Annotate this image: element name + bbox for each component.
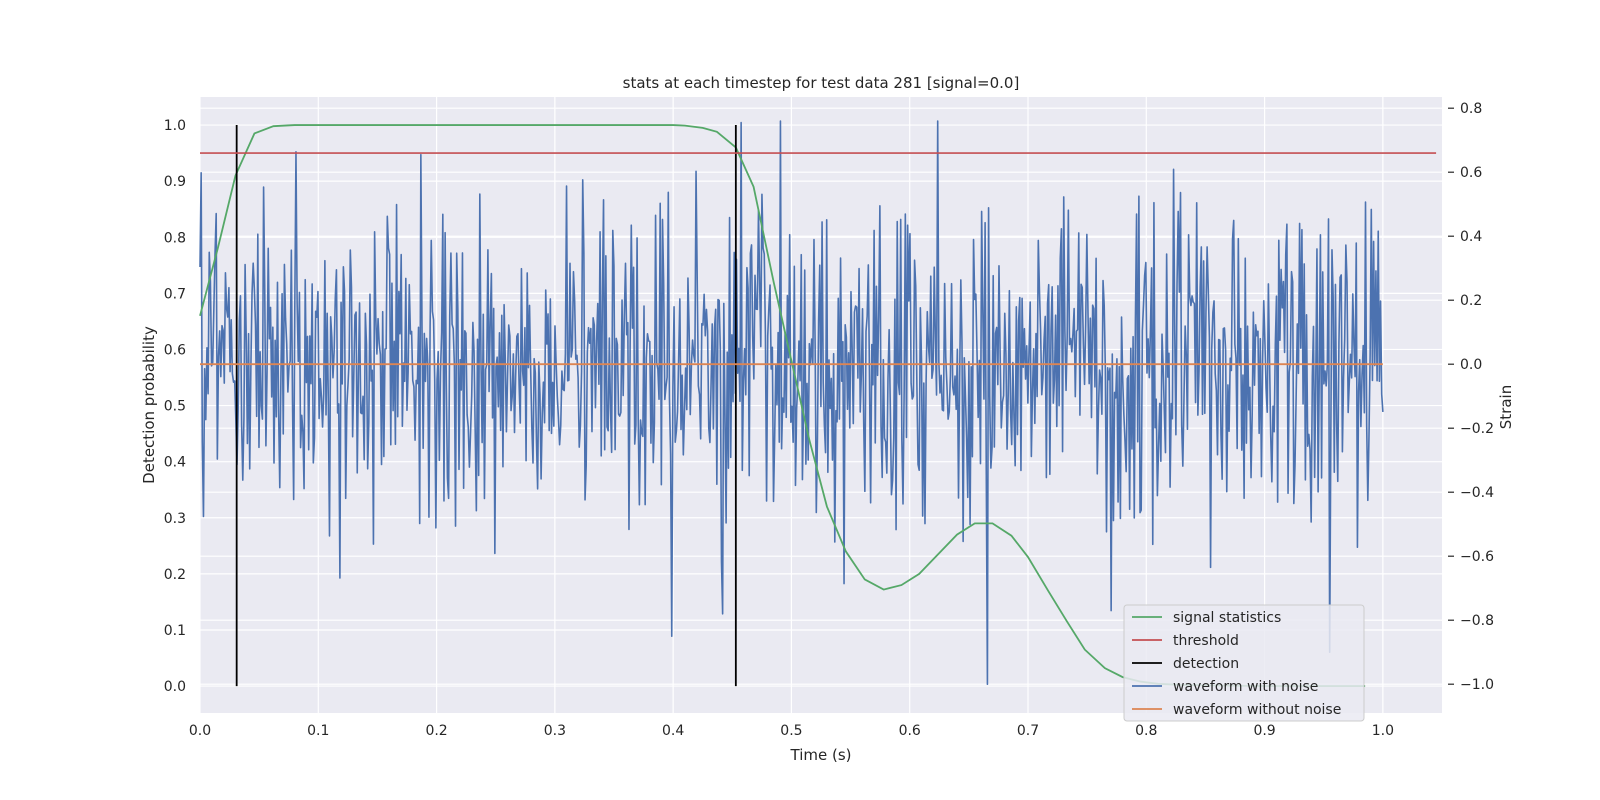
x-tick-label: 0.3 [544, 723, 566, 739]
x-tick-label: 0.5 [780, 723, 802, 739]
y-axis-left-label: Detection probability [140, 326, 158, 484]
y-right-tick-label: −0.4 [1460, 485, 1494, 501]
y-left-tick-label: 0.4 [164, 455, 186, 471]
chart-title: stats at each timestep for test data 281… [623, 74, 1020, 92]
series-waveform-with-noise [199, 120, 1384, 685]
y-axis-right-label: Strain [1497, 385, 1515, 429]
x-tick-label: 0.0 [189, 723, 211, 739]
y-right-tick-label: 0.6 [1460, 165, 1482, 181]
y-left-tick-label: 0.8 [164, 230, 186, 246]
legend-label: threshold [1173, 633, 1239, 649]
legend-label: waveform without noise [1173, 702, 1341, 718]
y-left-tick-label: 0.7 [164, 286, 186, 302]
x-tick-label: 1.0 [1372, 723, 1394, 739]
legend-item-detection: detection [1132, 656, 1239, 672]
x-tick-label: 0.2 [425, 723, 447, 739]
y-left-tick-label: 0.1 [164, 623, 186, 639]
y-right-tick-label: 0.0 [1460, 357, 1482, 373]
axes: 0.0 0.1 0.2 0.3 0.4 0.5 0.6 0.7 0.8 0.9 1.0 0.0 0.1 0… [164, 101, 1494, 739]
y-left-tick-label: 0.5 [164, 399, 186, 415]
y-left-tick-label: 0.9 [164, 174, 186, 190]
y-right-tick-label: −1.0 [1460, 677, 1494, 693]
x-tick-label: 0.4 [662, 723, 684, 739]
legend-label: waveform with noise [1173, 679, 1318, 695]
legend-item-waveform-with-noise: waveform with noise [1132, 679, 1318, 695]
legend-label: signal statistics [1173, 610, 1281, 626]
y-left-tick-label: 0.0 [164, 679, 186, 695]
y-right-tick-label: 0.4 [1460, 229, 1482, 245]
x-tick-label: 0.6 [899, 723, 921, 739]
y-left-tick-label: 0.6 [164, 342, 186, 358]
y-right-tick-label: −0.6 [1460, 549, 1494, 565]
x-tick-label: 0.9 [1253, 723, 1275, 739]
legend-item-signal-statistics: signal statistics [1132, 610, 1281, 626]
y-right-tick-label: 0.2 [1460, 293, 1482, 309]
legend: signal statistics threshold detection wa… [1123, 604, 1365, 722]
y-left-tick-label: 0.3 [164, 511, 186, 527]
legend-item-threshold: threshold [1132, 633, 1239, 649]
x-tick-label: 0.1 [307, 723, 329, 739]
x-tick-label: 0.7 [1017, 723, 1039, 739]
y-left-tick-label: 0.2 [164, 567, 186, 583]
x-tick-label: 0.8 [1135, 723, 1157, 739]
y-right-tick-label: −0.2 [1460, 421, 1494, 437]
legend-label: detection [1173, 656, 1239, 672]
y-right-tick-label: 0.8 [1460, 101, 1482, 117]
y-right-tick-label: −0.8 [1460, 613, 1494, 629]
x-axis-label: Time (s) [790, 746, 852, 764]
legend-item-waveform-without-noise: waveform without noise [1132, 702, 1341, 718]
y-left-tick-label: 1.0 [164, 118, 186, 134]
legend-box [1123, 604, 1365, 722]
